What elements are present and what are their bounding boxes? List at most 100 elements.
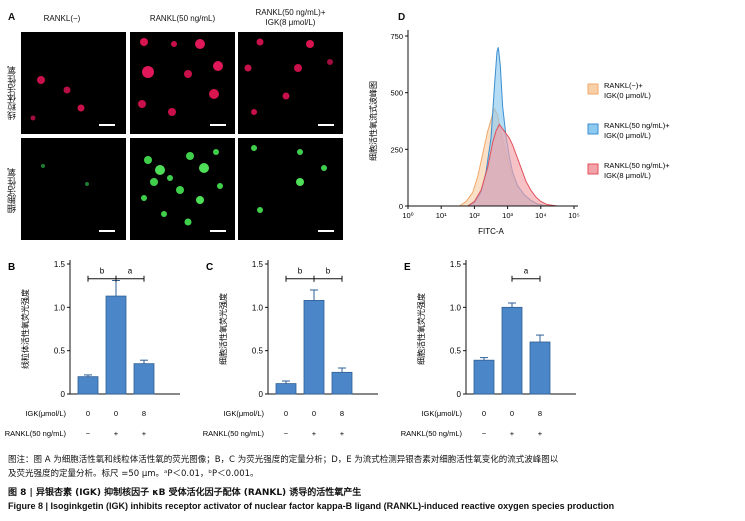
y-tick-label: 0 [259, 390, 264, 399]
y-axis-label: 细胞活性氧荧光强度 [218, 293, 228, 365]
bar [133, 363, 155, 395]
caption-line-2: 及荧光强度的定量分析。标尺 =50 μm。ᵃP＜0.01，ᵇP＜0.001。 [8, 469, 259, 479]
legend-label-2: RANKL(50 ng/mL)+ [604, 121, 670, 130]
rankl-row-label: RANKL(50 ng/mL) [203, 429, 265, 438]
igk-value: 0 [482, 409, 486, 418]
panel-letter: C [206, 262, 213, 273]
legend-label-3-line2: IGK(8 μmol/L) [604, 171, 651, 180]
legend-label-1: RANKL(−)+ [604, 81, 643, 90]
igk-row-label: IGK(μmol/L) [25, 409, 66, 418]
micrograph-cell-ros-rankl-50 [130, 138, 235, 240]
significance-label: b [326, 267, 331, 276]
legend-label-3: RANKL(50 ng/mL)+ [604, 161, 670, 170]
flow-series-3 [466, 123, 558, 207]
mito-ros-dots-2 [138, 38, 223, 116]
cell-ros-dots-1 [41, 164, 89, 186]
flow-histogram-chart: 0 250 500 750 10⁰ 10¹ 10² 10³ 10⁴ 10⁵ FITC-A 细胞活性氧流… [368, 30, 670, 236]
column-header-rankl-igk-line1: RANKL(50 ng/mL)+ [255, 8, 326, 17]
column-header-rankl-50: RANKL(50 ng/mL) [149, 14, 216, 23]
column-header-rankl-igk: RANKL(50 ng/mL)+ IGK(8 μmol/L) [238, 8, 343, 28]
significance-label: b [298, 267, 303, 276]
rankl-value: + [142, 429, 147, 438]
y-tick-label: 1.0 [450, 303, 462, 312]
y-tick-label: 1.0 [252, 303, 264, 312]
caption-line-1: 图注：图 A 为细胞活性氧和线粒体活性氧的荧光图像；B，C 为荧光强度的定量分析… [8, 455, 559, 465]
igk-value: 0 [510, 409, 514, 418]
igk-value: 0 [312, 409, 316, 418]
rankl-row-label: RANKL(50 ng/mL) [401, 429, 463, 438]
y-tick-label: 0 [457, 390, 462, 399]
chart-e: E 细胞活性氧荧光强度 0 0.5 1.0 1.5 a IGK(μmol/L) RANKL(50… [401, 260, 576, 438]
y-tick-label: 1.5 [54, 260, 66, 269]
y-tick-label: 1.0 [54, 303, 66, 312]
rankl-value: − [86, 429, 91, 438]
rankl-value: + [340, 429, 345, 438]
panel-d-letter: D [398, 12, 406, 23]
significance-label: b [100, 267, 105, 276]
bar [529, 341, 551, 395]
micrograph-cell-ros-rankl-neg [21, 138, 126, 240]
scale-bar [210, 230, 226, 232]
significance-label: a [524, 267, 529, 276]
significance-label: a [128, 267, 133, 276]
bar [501, 306, 523, 395]
rankl-value: + [312, 429, 317, 438]
column-header-rankl-neg: RANKL(−) [43, 14, 81, 23]
scale-bar [318, 124, 334, 126]
micrograph-mito-ros-rankl-50 [130, 32, 235, 134]
igk-value: 0 [114, 409, 118, 418]
y-tick-label: 0 [399, 202, 403, 211]
x-tick-label: 10⁰ [402, 211, 413, 220]
bar [77, 376, 99, 395]
igk-value: 0 [284, 409, 288, 418]
row-label-mito-ros: 线粒体活性氧 [8, 66, 18, 120]
y-tick-label: 0.5 [450, 347, 462, 356]
x-tick-label: 10³ [502, 211, 513, 220]
chart-c: C 细胞活性氧荧光强度 0 0.5 1.0 1.5 b b IGK(μmol/L) RANKL(5… [203, 260, 378, 438]
cell-ros-dots-3 [251, 145, 327, 213]
igk-value: 8 [538, 409, 542, 418]
bar [275, 383, 297, 395]
igk-value: 8 [340, 409, 344, 418]
y-axis-label: 线粒体活性氧荧光强度 [20, 289, 30, 369]
rankl-value: + [510, 429, 515, 438]
figure-title-english: Figure 8 | Isoginkgetin (IGK) inhibits r… [8, 501, 615, 511]
micrograph-cell-ros-rankl-igk [238, 138, 343, 240]
x-tick-label: 10⁵ [568, 211, 579, 220]
y-axis-label: 细胞活性氧荧光强度 [416, 293, 426, 365]
legend-label-1-line2: IGK(0 μmol/L) [604, 91, 651, 100]
cell-ros-dots-2 [141, 149, 223, 226]
bar [473, 359, 495, 395]
igk-value: 8 [142, 409, 146, 418]
bar [105, 295, 127, 395]
rankl-value: − [482, 429, 487, 438]
y-tick-label: 500 [390, 89, 403, 98]
rankl-value: + [114, 429, 119, 438]
scale-bar [99, 124, 115, 126]
micrograph-mito-ros-rankl-neg [21, 32, 126, 134]
legend-label-2-line2: IGK(0 μmol/L) [604, 131, 651, 140]
y-tick-label: 0 [61, 390, 66, 399]
igk-row-label: IGK(μmol/L) [421, 409, 462, 418]
x-tick-label: 10⁴ [535, 211, 547, 220]
scale-bar [99, 230, 115, 232]
figure-title-chinese: 图 8 | 异银杏素 (IGK) 抑制核因子 κB 受体活化因子配体 (RANK… [8, 488, 362, 498]
y-axis-label: 细胞活性氧流式波峰图 [368, 81, 378, 161]
scale-bar [210, 124, 226, 126]
column-header-rankl-igk-line2: IGK(8 μmol/L) [265, 18, 316, 27]
x-axis-label: FITC-A [478, 227, 504, 236]
micrograph-mito-ros-rankl-igk [238, 32, 343, 134]
bar [331, 371, 353, 395]
bar [303, 300, 325, 395]
y-tick-label: 250 [390, 145, 403, 154]
legend-swatch-1 [587, 83, 599, 95]
x-tick-label: 10¹ [436, 211, 447, 220]
x-tick-label: 10² [469, 211, 480, 220]
y-tick-label: 0.5 [252, 347, 264, 356]
bar-charts: B 线粒体活性氧荧光强度 0 0.5 1.0 1.5 b a IGK(μmol/L) RANKL(… [5, 260, 576, 438]
legend-swatch-3 [587, 163, 599, 175]
y-tick-label: 1.5 [450, 260, 462, 269]
row-label-cell-ros: 细胞活性氧 [8, 168, 18, 213]
chart-b: B 线粒体活性氧荧光强度 0 0.5 1.0 1.5 b a IGK(μmol/L) RANKL(… [5, 260, 180, 438]
panel-a-letter: A [8, 12, 16, 23]
